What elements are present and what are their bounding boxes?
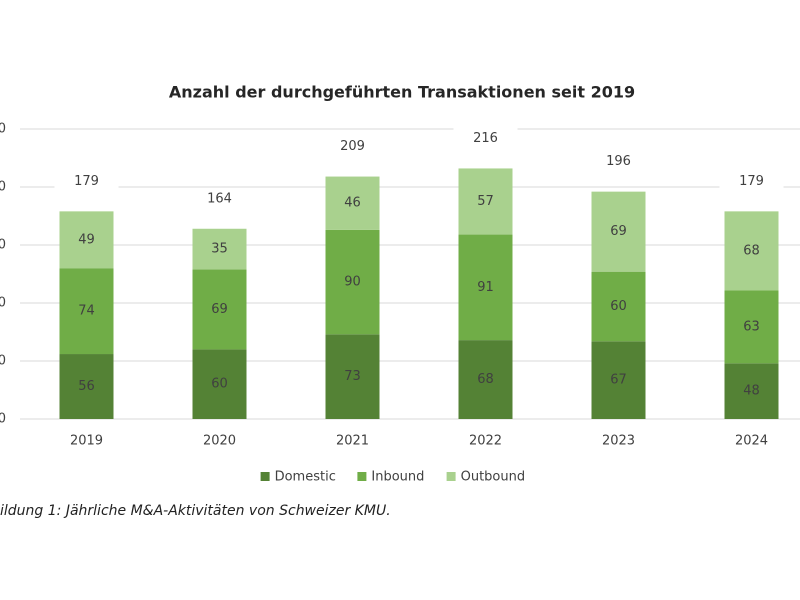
caption: ildung 1: Jährliche M&A-Aktivitäten von … [0,503,391,519]
value-label: 60 [610,299,627,314]
y-tick-label: 200 [0,180,6,195]
value-label: 74 [78,304,95,319]
bar-segment [192,269,247,350]
x-tick-label: 2020 [203,434,236,449]
y-tick-label: 0 [0,412,6,427]
total-label: 216 [473,131,498,146]
legend-label: Outbound [461,470,526,485]
total-label: 179 [739,174,764,189]
legend-swatch [260,472,270,481]
total-label-bg [453,128,518,149]
y-tick-label: 100 [0,296,6,311]
value-label: 67 [610,373,627,388]
value-label: 49 [78,232,95,247]
bar-segment [458,340,513,419]
y-tick-label: 150 [0,238,6,253]
y-tick-label: 50 [0,354,6,369]
bar-segment [192,349,247,419]
x-tick-label: 2022 [469,434,502,449]
bar-segment [458,168,513,235]
value-label: 57 [477,194,494,209]
total-label-bg [54,171,119,192]
bar-segment [325,334,380,419]
value-label: 73 [344,369,361,384]
value-label: 69 [610,224,627,239]
value-label: 35 [211,242,228,257]
total-label: 179 [74,174,99,189]
value-label: 48 [743,384,760,399]
y-tick-label: 250 [0,122,6,137]
value-label: 91 [477,280,494,295]
value-label: 46 [344,196,361,211]
x-tick-label: 2024 [735,434,768,449]
bar-segment [458,234,513,341]
value-label: 68 [477,372,494,387]
x-tick-label: 2021 [336,434,369,449]
total-label: 164 [207,191,232,206]
bar-segment [724,363,779,419]
bar-segment [59,211,114,269]
value-label: 90 [344,275,361,290]
x-tick-label: 2019 [70,434,103,449]
bar-segment [591,341,646,419]
bar-segment [325,229,380,335]
bar-segment [192,228,247,270]
value-label: 56 [78,379,95,394]
total-label-bg [187,188,252,209]
bar-segment [59,268,114,355]
value-label: 68 [743,243,760,258]
value-label: 69 [211,302,228,317]
bar-segment [724,290,779,364]
value-label: 63 [743,319,760,334]
legend-label: Domestic [275,470,336,485]
total-label-bg [320,136,385,157]
total-label-bg [719,171,784,192]
bar-segment [591,271,646,342]
total-label: 196 [606,154,631,169]
bar-segment [325,176,380,230]
total-label: 209 [340,139,365,154]
value-label: 60 [211,377,228,392]
total-label-bg [586,151,651,172]
chart-title: Anzahl der durchgeführten Transaktionen … [169,83,635,102]
bar-segment [59,354,114,419]
legend-label: Inbound [371,470,424,485]
legend-swatch [357,472,367,481]
legend-swatch [446,472,456,481]
bar-segment [724,211,779,291]
bar-segment [591,191,646,272]
x-tick-label: 2023 [602,434,635,449]
